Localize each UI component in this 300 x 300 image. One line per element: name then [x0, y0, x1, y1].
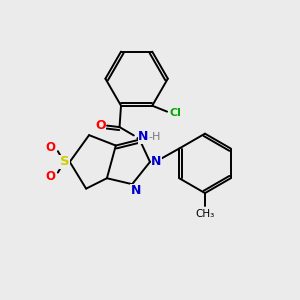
Text: CH₃: CH₃: [195, 209, 214, 219]
Text: S: S: [60, 155, 69, 168]
Text: O: O: [46, 140, 56, 154]
Text: O: O: [46, 170, 56, 183]
Text: N: N: [130, 184, 141, 197]
Text: O: O: [95, 119, 106, 132]
Text: N: N: [138, 130, 148, 143]
Text: -H: -H: [148, 132, 161, 142]
Text: Cl: Cl: [169, 108, 181, 118]
Text: N: N: [152, 155, 162, 168]
